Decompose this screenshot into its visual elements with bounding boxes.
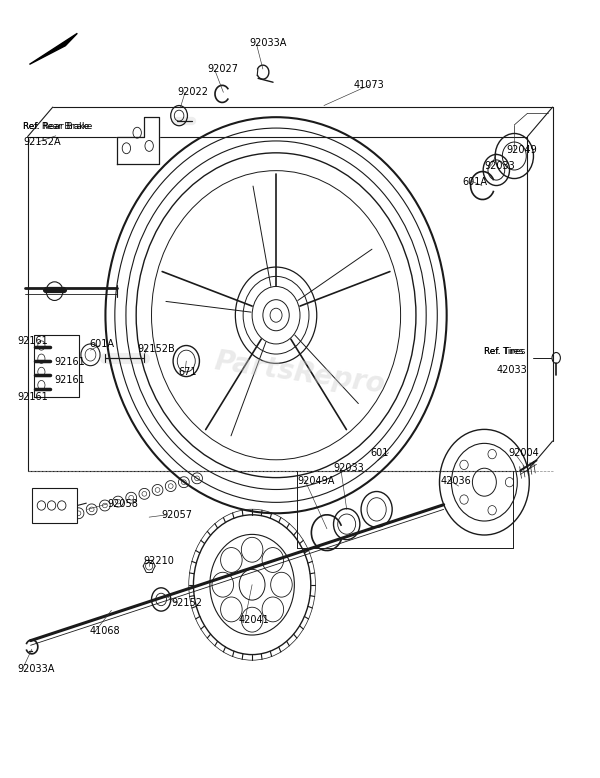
Text: 92022: 92022 — [177, 87, 208, 97]
Text: 601A: 601A — [89, 339, 114, 349]
Text: 42041: 42041 — [239, 615, 269, 626]
Text: 41073: 41073 — [354, 79, 385, 89]
Text: 92004: 92004 — [508, 447, 539, 457]
Text: 92033: 92033 — [333, 463, 364, 473]
Text: 92049A: 92049A — [297, 475, 334, 485]
Text: Ref. Rear Brake: Ref. Rear Brake — [23, 122, 93, 131]
Text: 92152B: 92152B — [137, 344, 175, 354]
Text: 92152A: 92152A — [23, 137, 61, 147]
Text: 92161: 92161 — [55, 375, 85, 384]
Text: Ref. Tires: Ref. Tires — [484, 347, 526, 356]
Text: 671: 671 — [178, 367, 196, 377]
Polygon shape — [118, 117, 160, 164]
Text: 92161: 92161 — [17, 392, 48, 401]
Text: 92057: 92057 — [161, 510, 192, 520]
Text: 92027: 92027 — [207, 64, 238, 74]
Text: 92058: 92058 — [107, 499, 138, 509]
Text: 601: 601 — [371, 447, 389, 457]
Text: 92152: 92152 — [171, 598, 202, 608]
Text: 92161: 92161 — [17, 336, 48, 346]
Polygon shape — [29, 33, 77, 65]
Text: 92210: 92210 — [143, 556, 174, 566]
Text: 42033: 42033 — [496, 365, 527, 374]
Text: 92033A: 92033A — [17, 664, 55, 674]
Text: 92161: 92161 — [55, 357, 85, 366]
Text: 92049: 92049 — [506, 145, 537, 155]
Text: 42036: 42036 — [440, 475, 472, 485]
Text: 92033A: 92033A — [249, 38, 286, 48]
Text: 601A: 601A — [463, 177, 488, 187]
Text: Ref. Tires: Ref. Tires — [484, 347, 524, 356]
Polygon shape — [34, 335, 79, 397]
Text: 41068: 41068 — [89, 626, 120, 636]
Text: Ref. Rear Brake: Ref. Rear Brake — [23, 122, 89, 131]
Bar — [32, 488, 77, 523]
Text: 92033: 92033 — [484, 161, 515, 171]
Text: PartsRepro: PartsRepro — [213, 348, 387, 399]
